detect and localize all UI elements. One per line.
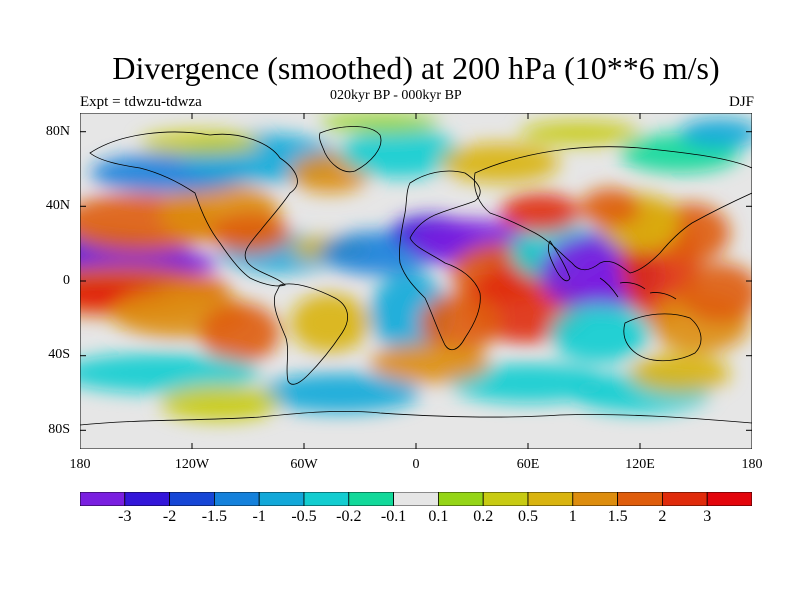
divergence-blob	[420, 293, 500, 353]
colorbar-box	[527, 492, 574, 506]
divergence-blob	[680, 263, 752, 323]
divergence-blob	[320, 113, 440, 133]
divergence-blob	[550, 303, 650, 363]
divergence-blob	[520, 121, 640, 145]
chart-title: Divergence (smoothed) at 200 hPa (10**6 …	[112, 50, 720, 86]
colorbar	[80, 492, 752, 506]
colorbar-box	[482, 492, 529, 506]
divergence-blob	[500, 193, 580, 233]
divergence-field	[80, 113, 752, 421]
lon-label-180w: 180	[69, 457, 91, 472]
colorbar-label: -0.2	[336, 508, 362, 525]
colorbar-label: 3	[703, 508, 712, 525]
colorbar-box	[169, 492, 215, 506]
season-label: DJF	[728, 94, 754, 110]
colorbar-box	[706, 492, 752, 506]
lon-label-60e: 60E	[516, 457, 540, 472]
divergence-blob	[680, 118, 752, 148]
chart-subtitle: 020kyr BP - 000kyr BP	[330, 88, 462, 103]
lat-label-80n: 80N	[45, 124, 70, 139]
divergence-blob	[80, 353, 260, 393]
axis-ticks	[80, 113, 752, 449]
colorbar-label: 0.5	[518, 508, 538, 525]
colorbar-label: -1.5	[201, 508, 228, 525]
lon-label-60w: 60W	[290, 457, 318, 472]
divergence-blob	[290, 293, 370, 353]
divergence-blob	[140, 131, 260, 155]
coastlines	[80, 126, 752, 426]
colorbar-label: -3	[118, 508, 132, 525]
lat-label-80s: 80S	[48, 422, 70, 437]
lat-label-40s: 40S	[48, 347, 70, 362]
lon-label-120e: 120E	[625, 457, 655, 472]
divergence-blob	[200, 303, 280, 363]
colorbar-box	[393, 492, 439, 506]
divergence-blob	[580, 188, 640, 228]
colorbar-label: -2	[162, 508, 177, 525]
divergence-blob	[160, 385, 280, 421]
colorbar-label: 2	[658, 508, 667, 525]
colorbar-box	[617, 492, 663, 506]
colorbar-box	[572, 492, 618, 506]
lat-label-40n: 40N	[45, 198, 70, 213]
colorbar-box	[303, 492, 350, 506]
lon-label-0: 0	[412, 457, 420, 472]
divergence-blob	[630, 353, 730, 393]
colorbar-box	[80, 492, 126, 506]
colorbar-box	[124, 492, 170, 506]
colorbar-label: 1.5	[607, 508, 628, 525]
colorbar-label: 1	[568, 508, 577, 525]
experiment-label: Expt = tdwzu-tdwza	[80, 94, 202, 110]
colorbar-box	[213, 492, 260, 506]
colorbar-label: 0.1	[428, 508, 449, 525]
colorbar-box	[348, 492, 394, 506]
lat-label-0: 0	[63, 273, 70, 288]
colorbar-label: 0.2	[473, 508, 494, 525]
colorbar-box	[662, 492, 708, 506]
colorbar-box	[437, 492, 484, 506]
divergence-blob	[370, 343, 490, 383]
lon-label-180e: 180	[741, 457, 763, 472]
lon-label-120w: 120W	[174, 457, 210, 472]
colorbar-label: -0.1	[380, 508, 407, 525]
colorbar-label: -1	[252, 508, 266, 525]
divergence-blob	[210, 213, 290, 253]
divergence-blob	[340, 128, 460, 178]
colorbar-box	[258, 492, 305, 506]
colorbar-label: -0.5	[291, 508, 317, 525]
divergence-map	[80, 113, 752, 449]
divergence-blob	[260, 373, 420, 413]
